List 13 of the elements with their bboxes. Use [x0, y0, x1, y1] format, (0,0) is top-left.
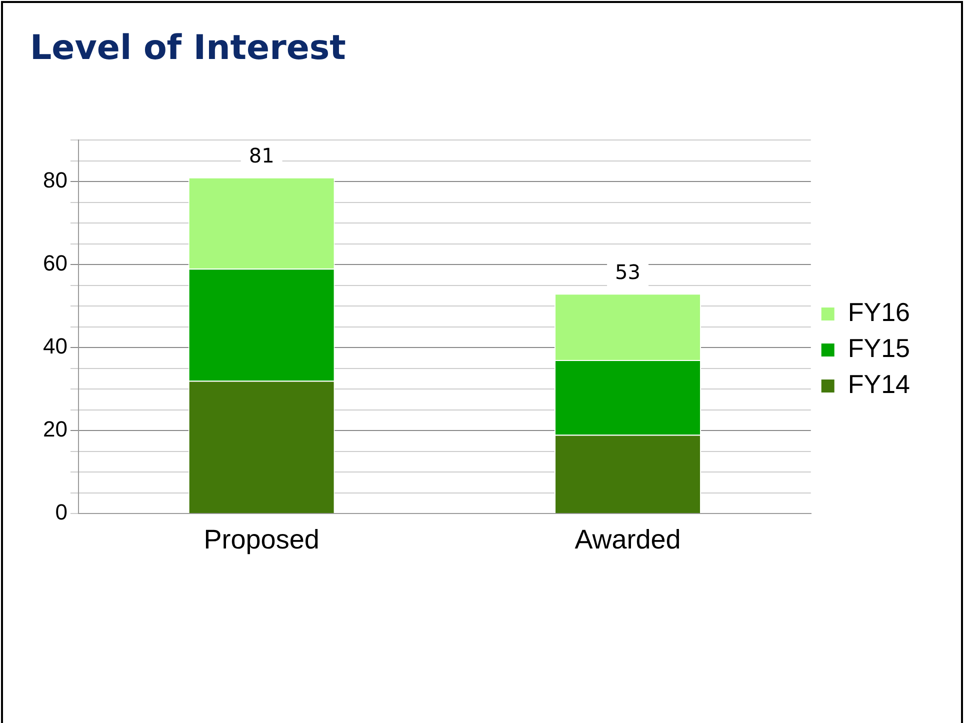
x-tick-label: Proposed — [204, 524, 320, 554]
legend-label: FY14 — [848, 369, 910, 400]
legend-label: FY16 — [848, 297, 910, 328]
y-tick-label: 20 — [42, 416, 68, 442]
legend-label: FY15 — [848, 333, 910, 364]
y-tick-label: 60 — [42, 250, 68, 276]
y-tick-label: 40 — [42, 334, 68, 359]
y-tick-label: 0 — [55, 500, 68, 525]
y-tick-label: 80 — [42, 168, 68, 193]
x-tick-label: Awarded — [574, 524, 681, 554]
total-label: 53 — [615, 260, 640, 284]
total-label: 81 — [248, 144, 274, 168]
chart-title: Level of Interest — [30, 28, 346, 68]
